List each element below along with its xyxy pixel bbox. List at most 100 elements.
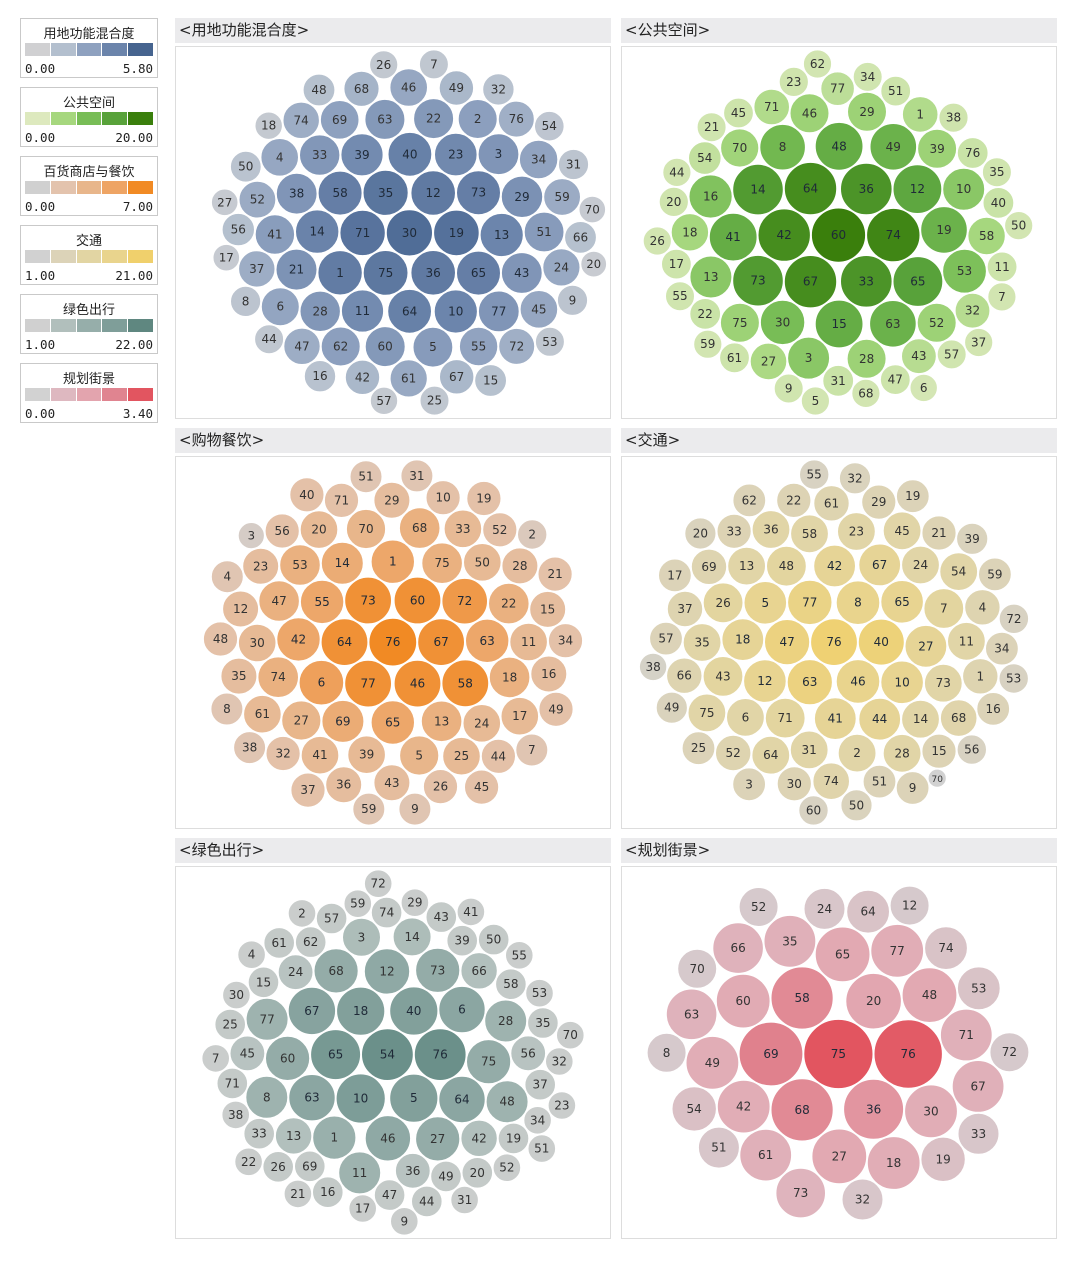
bubble-53[interactable]: 53 bbox=[998, 663, 1029, 694]
bubble-19[interactable]: 19 bbox=[497, 1122, 530, 1154]
bubble-57[interactable]: 57 bbox=[369, 386, 398, 415]
bubble-circle[interactable] bbox=[813, 485, 850, 522]
bubble-15[interactable]: 15 bbox=[814, 299, 864, 349]
bubble-circle[interactable] bbox=[880, 580, 924, 624]
bubble-circle[interactable] bbox=[264, 513, 300, 549]
bubble-75[interactable]: 75 bbox=[466, 1039, 512, 1085]
bubble-circle[interactable] bbox=[263, 927, 295, 959]
bubble-circle[interactable] bbox=[964, 589, 1001, 626]
bubble-circle[interactable] bbox=[320, 618, 369, 666]
bubble-circle[interactable] bbox=[661, 248, 692, 280]
bubble-30[interactable]: 30 bbox=[904, 1084, 958, 1138]
bubble-60[interactable]: 60 bbox=[393, 576, 442, 625]
bubble-circle[interactable] bbox=[419, 49, 449, 80]
bubble-circle[interactable] bbox=[398, 792, 432, 826]
bubble-circle[interactable] bbox=[482, 73, 515, 106]
bubble-53[interactable]: 53 bbox=[942, 248, 987, 294]
bubble-circle[interactable] bbox=[485, 1080, 529, 1124]
bubble-76[interactable]: 76 bbox=[957, 137, 989, 169]
bubble-circle[interactable] bbox=[957, 966, 1001, 1010]
bubble-21[interactable]: 21 bbox=[537, 556, 573, 592]
bubble-circle[interactable] bbox=[423, 769, 458, 805]
bubble-68[interactable]: 68 bbox=[851, 378, 881, 408]
bubble-18[interactable]: 18 bbox=[867, 1136, 921, 1190]
bubble-19[interactable]: 19 bbox=[466, 481, 502, 516]
bubble-42[interactable]: 42 bbox=[344, 359, 380, 395]
bubble-circle[interactable] bbox=[901, 338, 937, 374]
bubble-28[interactable]: 28 bbox=[846, 338, 887, 379]
bubble-circle[interactable] bbox=[789, 730, 829, 770]
bubble-1[interactable]: 1 bbox=[962, 658, 999, 695]
bubble-circle[interactable] bbox=[702, 656, 744, 697]
bubble-circle[interactable] bbox=[800, 386, 830, 416]
bubble-51[interactable]: 51 bbox=[698, 1126, 740, 1169]
bubble-24[interactable]: 24 bbox=[542, 248, 581, 287]
bubble-6[interactable]: 6 bbox=[298, 660, 344, 706]
bubble-circle[interactable] bbox=[439, 359, 475, 395]
bubble-4[interactable]: 4 bbox=[237, 940, 266, 969]
bubble-49[interactable]: 49 bbox=[538, 691, 574, 727]
bubble-circle[interactable] bbox=[399, 735, 440, 776]
bubble-77[interactable]: 77 bbox=[787, 579, 833, 625]
bubble-circle[interactable] bbox=[281, 700, 322, 741]
bubble-17[interactable]: 17 bbox=[500, 697, 539, 736]
bubble-circle[interactable] bbox=[957, 1112, 1000, 1155]
bubble-19[interactable]: 19 bbox=[896, 479, 930, 513]
bubble-20[interactable]: 20 bbox=[580, 250, 607, 278]
bubble-circle[interactable] bbox=[364, 1115, 411, 1162]
bubble-circle[interactable] bbox=[392, 917, 432, 957]
bubble-48[interactable]: 48 bbox=[485, 1080, 529, 1124]
bubble-27[interactable]: 27 bbox=[211, 188, 239, 216]
bubble-circle[interactable] bbox=[336, 986, 386, 1036]
bubble-circle[interactable] bbox=[869, 300, 917, 348]
bubble-circle[interactable] bbox=[370, 700, 415, 745]
bubble-37[interactable]: 37 bbox=[238, 250, 276, 288]
bubble-24[interactable]: 24 bbox=[901, 545, 940, 585]
bubble-36[interactable]: 36 bbox=[325, 766, 363, 804]
bubble-circle[interactable] bbox=[362, 250, 409, 296]
bubble-circle[interactable] bbox=[811, 207, 866, 263]
bubble-circle[interactable] bbox=[480, 738, 516, 774]
bubble-43[interactable]: 43 bbox=[901, 338, 937, 374]
bubble-27[interactable]: 27 bbox=[811, 1128, 867, 1185]
bubble-circle[interactable] bbox=[835, 659, 881, 704]
bubble-26[interactable]: 26 bbox=[262, 1151, 294, 1183]
bubble-circle[interactable] bbox=[387, 289, 432, 334]
bubble-circle[interactable] bbox=[254, 111, 283, 140]
bubble-circle[interactable] bbox=[764, 697, 806, 739]
bubble-63[interactable]: 63 bbox=[869, 300, 917, 348]
bubble-circle[interactable] bbox=[542, 248, 581, 287]
bubble-70[interactable]: 70 bbox=[720, 128, 760, 168]
bubble-circle[interactable] bbox=[482, 512, 518, 548]
bubble-circle[interactable] bbox=[299, 134, 341, 176]
bubble-1[interactable]: 1 bbox=[312, 1115, 357, 1160]
bubble-77[interactable]: 77 bbox=[344, 659, 392, 708]
bubble-19[interactable]: 19 bbox=[920, 1136, 966, 1182]
bubble-59[interactable]: 59 bbox=[352, 792, 386, 826]
bubble-circle[interactable] bbox=[414, 1028, 467, 1081]
bubble-circle[interactable] bbox=[689, 298, 721, 330]
bubble-74[interactable]: 74 bbox=[371, 896, 403, 929]
bubble-69[interactable]: 69 bbox=[691, 548, 728, 585]
bubble-46[interactable]: 46 bbox=[789, 93, 830, 134]
bubble-circle[interactable] bbox=[720, 302, 760, 343]
bubble-circle[interactable] bbox=[364, 99, 406, 140]
bubble-2[interactable]: 2 bbox=[517, 519, 548, 550]
bubble-circle[interactable] bbox=[465, 618, 510, 663]
bubble-circle[interactable] bbox=[909, 373, 938, 402]
bubble-14[interactable]: 14 bbox=[392, 917, 432, 957]
bubble-67[interactable]: 67 bbox=[783, 255, 837, 309]
bubble-circle[interactable] bbox=[927, 768, 947, 788]
bubble-65[interactable]: 65 bbox=[880, 580, 924, 624]
bubble-circle[interactable] bbox=[373, 481, 411, 519]
bubble-20[interactable]: 20 bbox=[845, 973, 902, 1030]
bubble-circle[interactable] bbox=[770, 966, 834, 1030]
bubble-71[interactable]: 71 bbox=[324, 483, 359, 518]
bubble-46[interactable]: 46 bbox=[389, 68, 428, 107]
bubble-circle[interactable] bbox=[347, 735, 386, 774]
bubble-33[interactable]: 33 bbox=[716, 513, 752, 549]
bubble-75[interactable]: 75 bbox=[687, 693, 727, 733]
bubble-circle[interactable] bbox=[466, 1039, 512, 1085]
bubble-30[interactable]: 30 bbox=[222, 981, 251, 1010]
bubble-76[interactable]: 76 bbox=[873, 1019, 943, 1089]
